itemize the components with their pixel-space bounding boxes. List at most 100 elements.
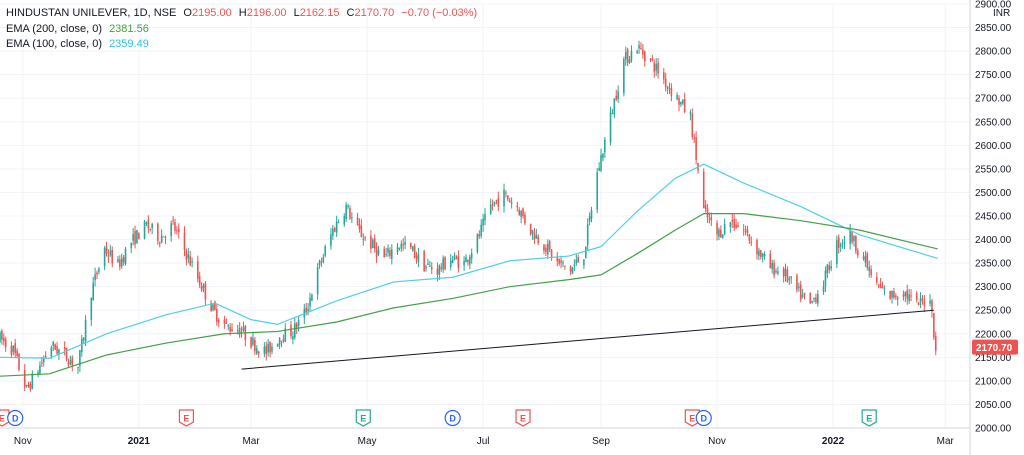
candle[interactable]	[695, 131, 697, 165]
candle[interactable]	[643, 50, 646, 67]
candle[interactable]	[680, 101, 682, 107]
dividend-marker[interactable]: D	[695, 409, 712, 427]
candle[interactable]	[893, 288, 895, 300]
candle[interactable]	[92, 276, 94, 301]
candle[interactable]	[529, 223, 532, 236]
candle[interactable]	[615, 89, 618, 102]
candle[interactable]	[396, 242, 399, 255]
candle[interactable]	[185, 248, 188, 266]
candle[interactable]	[14, 338, 17, 358]
candle[interactable]	[356, 212, 359, 226]
candle[interactable]	[535, 228, 538, 239]
candle[interactable]	[316, 263, 319, 300]
candle[interactable]	[617, 85, 619, 104]
candle[interactable]	[69, 355, 72, 366]
time-axis[interactable]: Nov 2021 Mar May Jul Sep Nov 2022 Mar	[0, 427, 970, 447]
candle[interactable]	[197, 255, 199, 283]
candle[interactable]	[575, 254, 578, 267]
candle[interactable]	[507, 195, 509, 202]
candle[interactable]	[562, 259, 564, 267]
candle[interactable]	[227, 323, 230, 331]
candle[interactable]	[697, 162, 699, 174]
candle[interactable]	[668, 82, 671, 95]
candle[interactable]	[769, 250, 772, 269]
candle[interactable]	[649, 57, 652, 63]
candle[interactable]	[358, 218, 361, 233]
candle[interactable]	[318, 259, 321, 269]
candle[interactable]	[465, 254, 467, 263]
candle[interactable]	[404, 235, 406, 250]
candle[interactable]	[162, 236, 165, 238]
candle[interactable]	[746, 225, 749, 237]
candle[interactable]	[297, 316, 300, 332]
candle[interactable]	[132, 227, 134, 246]
candle[interactable]	[242, 321, 245, 332]
candle[interactable]	[546, 239, 549, 260]
candle[interactable]	[71, 355, 74, 372]
candle[interactable]	[223, 315, 226, 329]
candle[interactable]	[470, 248, 473, 264]
candle[interactable]	[94, 267, 96, 287]
candle[interactable]	[349, 205, 351, 220]
candle[interactable]	[37, 369, 39, 378]
candle[interactable]	[252, 331, 254, 347]
candle[interactable]	[731, 213, 734, 228]
candle[interactable]	[107, 249, 110, 263]
candle[interactable]	[704, 200, 707, 213]
candle[interactable]	[604, 136, 606, 158]
candle[interactable]	[63, 341, 66, 356]
candle[interactable]	[497, 191, 500, 212]
candle[interactable]	[881, 281, 884, 289]
candle[interactable]	[3, 333, 5, 346]
candle[interactable]	[250, 336, 252, 350]
candle[interactable]	[902, 290, 905, 301]
candle[interactable]	[149, 228, 152, 232]
candle[interactable]	[777, 266, 779, 276]
candle[interactable]	[710, 212, 713, 226]
candle[interactable]	[332, 224, 334, 240]
candle[interactable]	[151, 222, 153, 235]
candle[interactable]	[543, 243, 545, 255]
candle[interactable]	[773, 259, 775, 279]
candle[interactable]	[651, 54, 654, 62]
candle[interactable]	[830, 260, 832, 272]
candle[interactable]	[320, 257, 323, 267]
candle[interactable]	[333, 226, 336, 233]
candle[interactable]	[468, 254, 471, 270]
candle[interactable]	[883, 285, 886, 296]
candle[interactable]	[98, 267, 100, 275]
candle[interactable]	[702, 168, 705, 209]
candle[interactable]	[176, 225, 178, 235]
candle[interactable]	[212, 303, 214, 312]
candle[interactable]	[271, 342, 273, 355]
candle[interactable]	[489, 198, 492, 215]
candle[interactable]	[868, 260, 870, 278]
candle[interactable]	[904, 291, 907, 303]
candle[interactable]	[748, 233, 751, 245]
candle[interactable]	[307, 303, 309, 316]
candle[interactable]	[347, 203, 349, 210]
candle[interactable]	[782, 266, 785, 283]
candle[interactable]	[427, 258, 429, 265]
candle[interactable]	[423, 249, 425, 272]
candle[interactable]	[558, 258, 560, 266]
candle[interactable]	[187, 248, 190, 264]
candle[interactable]	[630, 45, 633, 63]
candle[interactable]	[921, 295, 924, 305]
candle[interactable]	[708, 212, 711, 224]
candle[interactable]	[851, 231, 853, 245]
candle[interactable]	[866, 251, 869, 271]
candle[interactable]	[583, 259, 585, 270]
earnings-marker[interactable]: E	[861, 409, 877, 427]
candle[interactable]	[839, 242, 842, 252]
candle[interactable]	[370, 230, 372, 254]
candle[interactable]	[400, 240, 403, 252]
candle[interactable]	[573, 259, 576, 272]
candle[interactable]	[761, 252, 764, 263]
candle[interactable]	[160, 229, 163, 244]
candle[interactable]	[200, 282, 203, 292]
candle[interactable]	[362, 233, 365, 246]
candle[interactable]	[136, 229, 138, 244]
candle[interactable]	[117, 255, 119, 263]
